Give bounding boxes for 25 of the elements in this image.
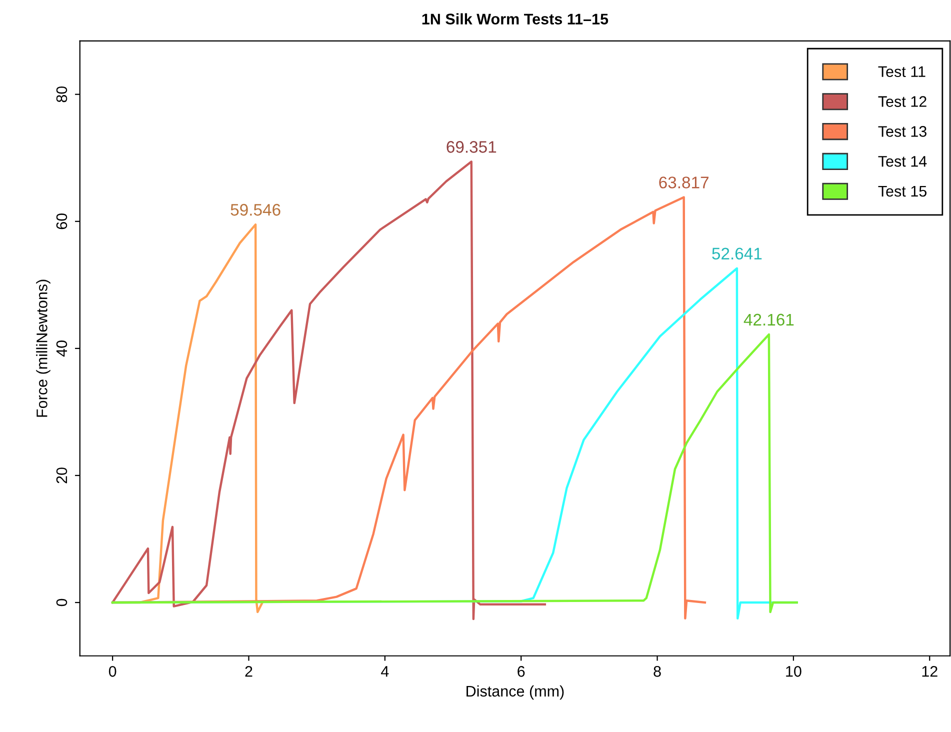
x-tick-label: 12 — [922, 666, 938, 677]
y-tick-label: 20 — [56, 468, 68, 484]
annotation: 59.546 — [230, 204, 280, 216]
x-tick-label: 4 — [381, 666, 389, 677]
legend-label: Test 13 — [878, 126, 926, 137]
annotation: 69.351 — [446, 141, 496, 153]
legend-label: Test 15 — [878, 186, 926, 197]
x-axis-title: Distance (mm) — [466, 685, 564, 700]
x-tick-label: 10 — [786, 666, 802, 677]
chart-title: 1N Silk Worm Tests 11–15 — [422, 13, 608, 24]
y-tick-label: 80 — [56, 86, 68, 102]
annotation: 52.641 — [712, 248, 762, 260]
y-tick-label: 40 — [56, 340, 68, 357]
y-tick-label: 0 — [56, 598, 68, 606]
annotation: 63.817 — [659, 176, 708, 188]
y-tick-label: 60 — [56, 213, 68, 230]
x-tick-label: 0 — [108, 666, 116, 677]
x-tick-label: 8 — [654, 666, 661, 677]
legend-label: Test 14 — [878, 156, 927, 167]
x-tick-label: 2 — [245, 666, 252, 677]
annotation: 42.161 — [744, 314, 794, 326]
x-tick-label: 6 — [518, 666, 525, 677]
legend-label: Test 12 — [878, 96, 926, 107]
legend-label: Test 11 — [878, 66, 926, 78]
y-axis-title: Force (milliNewtons) — [36, 280, 50, 417]
